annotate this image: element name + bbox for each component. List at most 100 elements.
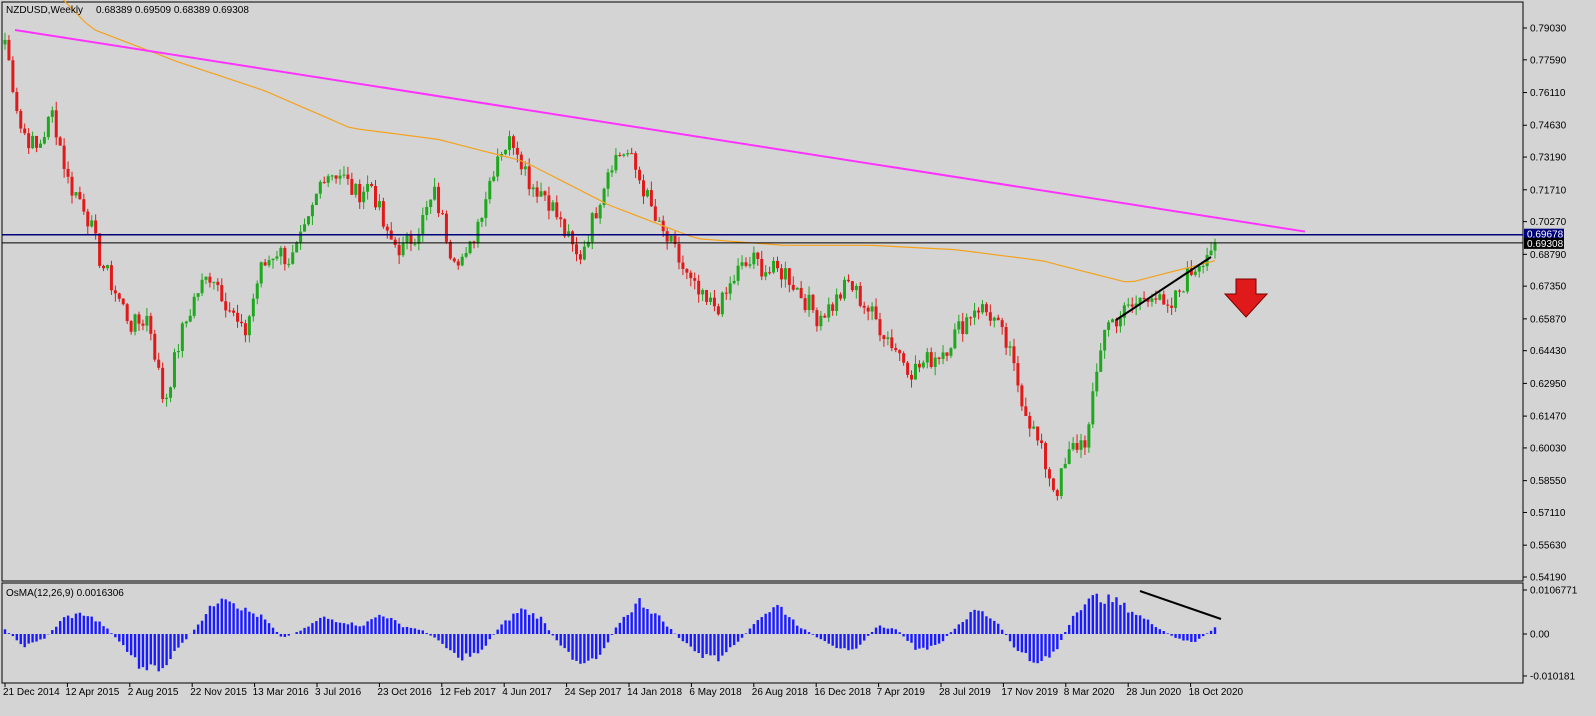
candle-body xyxy=(216,281,220,286)
candle-body xyxy=(172,352,176,388)
candle-body xyxy=(913,363,917,380)
candle-body xyxy=(338,175,342,179)
candle-body xyxy=(192,296,196,316)
candle-body xyxy=(555,202,559,218)
candle-body xyxy=(1059,468,1063,497)
candle-body xyxy=(716,306,720,315)
candle-body xyxy=(318,181,322,194)
candle-body xyxy=(574,244,578,255)
divergence-line[interactable] xyxy=(1139,590,1222,620)
price-badge-label: 0.69308 xyxy=(1527,239,1564,250)
rising-trend-line[interactable] xyxy=(1115,256,1212,321)
candle-body xyxy=(176,350,180,353)
candle-body xyxy=(255,283,259,299)
candle-body xyxy=(756,252,760,259)
candle-body xyxy=(1040,440,1044,444)
candle-body xyxy=(949,348,953,356)
y-tick-label: 0.65870 xyxy=(1530,314,1567,325)
candle-body xyxy=(917,363,921,368)
candle-body xyxy=(1130,304,1134,307)
candle-body xyxy=(239,321,243,324)
candle-body xyxy=(358,183,362,203)
candle-body xyxy=(1063,463,1067,469)
candle-body xyxy=(342,174,346,176)
candle-body xyxy=(980,304,984,313)
candle-body xyxy=(370,183,374,186)
candle-body xyxy=(448,241,452,259)
candle-body xyxy=(263,262,267,266)
candle-body xyxy=(38,143,42,148)
candle-body xyxy=(870,306,874,312)
y-tick-label: 0.71710 xyxy=(1530,185,1567,196)
candle-body xyxy=(724,292,728,294)
candle-body xyxy=(523,166,527,170)
candle-body xyxy=(681,262,685,269)
candle-body xyxy=(965,317,969,334)
candle-body xyxy=(1051,478,1055,491)
candle-body xyxy=(303,224,307,232)
candle-body xyxy=(787,268,791,285)
candle-body xyxy=(334,175,338,179)
descending-trendline[interactable] xyxy=(14,29,1306,233)
candle-body xyxy=(649,190,653,207)
candle-body xyxy=(748,264,752,266)
candle-body xyxy=(287,263,291,265)
candle-body xyxy=(953,329,957,349)
candle-body xyxy=(578,254,582,260)
y-tick-label: 0.68790 xyxy=(1530,250,1567,261)
candle-body xyxy=(776,260,780,269)
candle-body xyxy=(452,258,456,262)
candle-body xyxy=(929,352,933,367)
candle-body xyxy=(1016,363,1020,386)
candle-body xyxy=(1032,426,1036,429)
y-tick-label: 0.64430 xyxy=(1530,346,1567,357)
candles xyxy=(3,32,1217,501)
y-tick-label: 0.67350 xyxy=(1530,282,1567,293)
candle-body xyxy=(1150,298,1154,302)
candle-body xyxy=(149,315,153,334)
candle-body xyxy=(1126,304,1130,306)
candle-body xyxy=(858,285,862,306)
price-badge xyxy=(1524,237,1564,249)
candle-body xyxy=(511,136,515,148)
candle-body xyxy=(1004,327,1008,348)
candle-body xyxy=(712,297,716,307)
candle-body xyxy=(243,323,247,336)
candle-body xyxy=(220,285,224,302)
candle-body xyxy=(7,39,11,61)
x-tick-label: 4 Jun 2017 xyxy=(502,687,552,698)
candle-body xyxy=(1044,443,1048,470)
candle-body xyxy=(488,180,492,200)
candle-body xyxy=(941,352,945,359)
candle-body xyxy=(925,352,929,363)
candle-body xyxy=(736,265,740,281)
x-tick-label: 21 Dec 2014 xyxy=(3,687,60,698)
candle-body xyxy=(133,314,137,332)
osma-histogram xyxy=(3,593,1217,672)
candle-body xyxy=(157,359,161,368)
candle-body xyxy=(397,244,401,256)
candle-body xyxy=(54,110,58,138)
candle-body xyxy=(322,181,326,183)
candle-body xyxy=(720,292,724,315)
candle-body xyxy=(405,235,409,244)
candle-body xyxy=(910,374,914,380)
candle-body xyxy=(1154,298,1158,300)
candle-body xyxy=(468,241,472,254)
candle-body xyxy=(1166,304,1170,306)
candle-body xyxy=(1189,268,1193,275)
candle-body xyxy=(685,268,689,273)
candle-body xyxy=(854,285,858,291)
candle-body xyxy=(886,337,890,340)
candle-body xyxy=(515,147,519,155)
candle-body xyxy=(921,362,925,368)
candle-body xyxy=(567,231,571,237)
y-tick-label: 0.60030 xyxy=(1530,443,1567,454)
candle-body xyxy=(314,193,318,206)
candle-body xyxy=(973,310,977,318)
candle-body xyxy=(1103,329,1107,351)
candle-body xyxy=(437,186,441,214)
candle-body xyxy=(105,265,109,269)
candle-body xyxy=(271,258,275,261)
candle-body xyxy=(496,156,500,177)
